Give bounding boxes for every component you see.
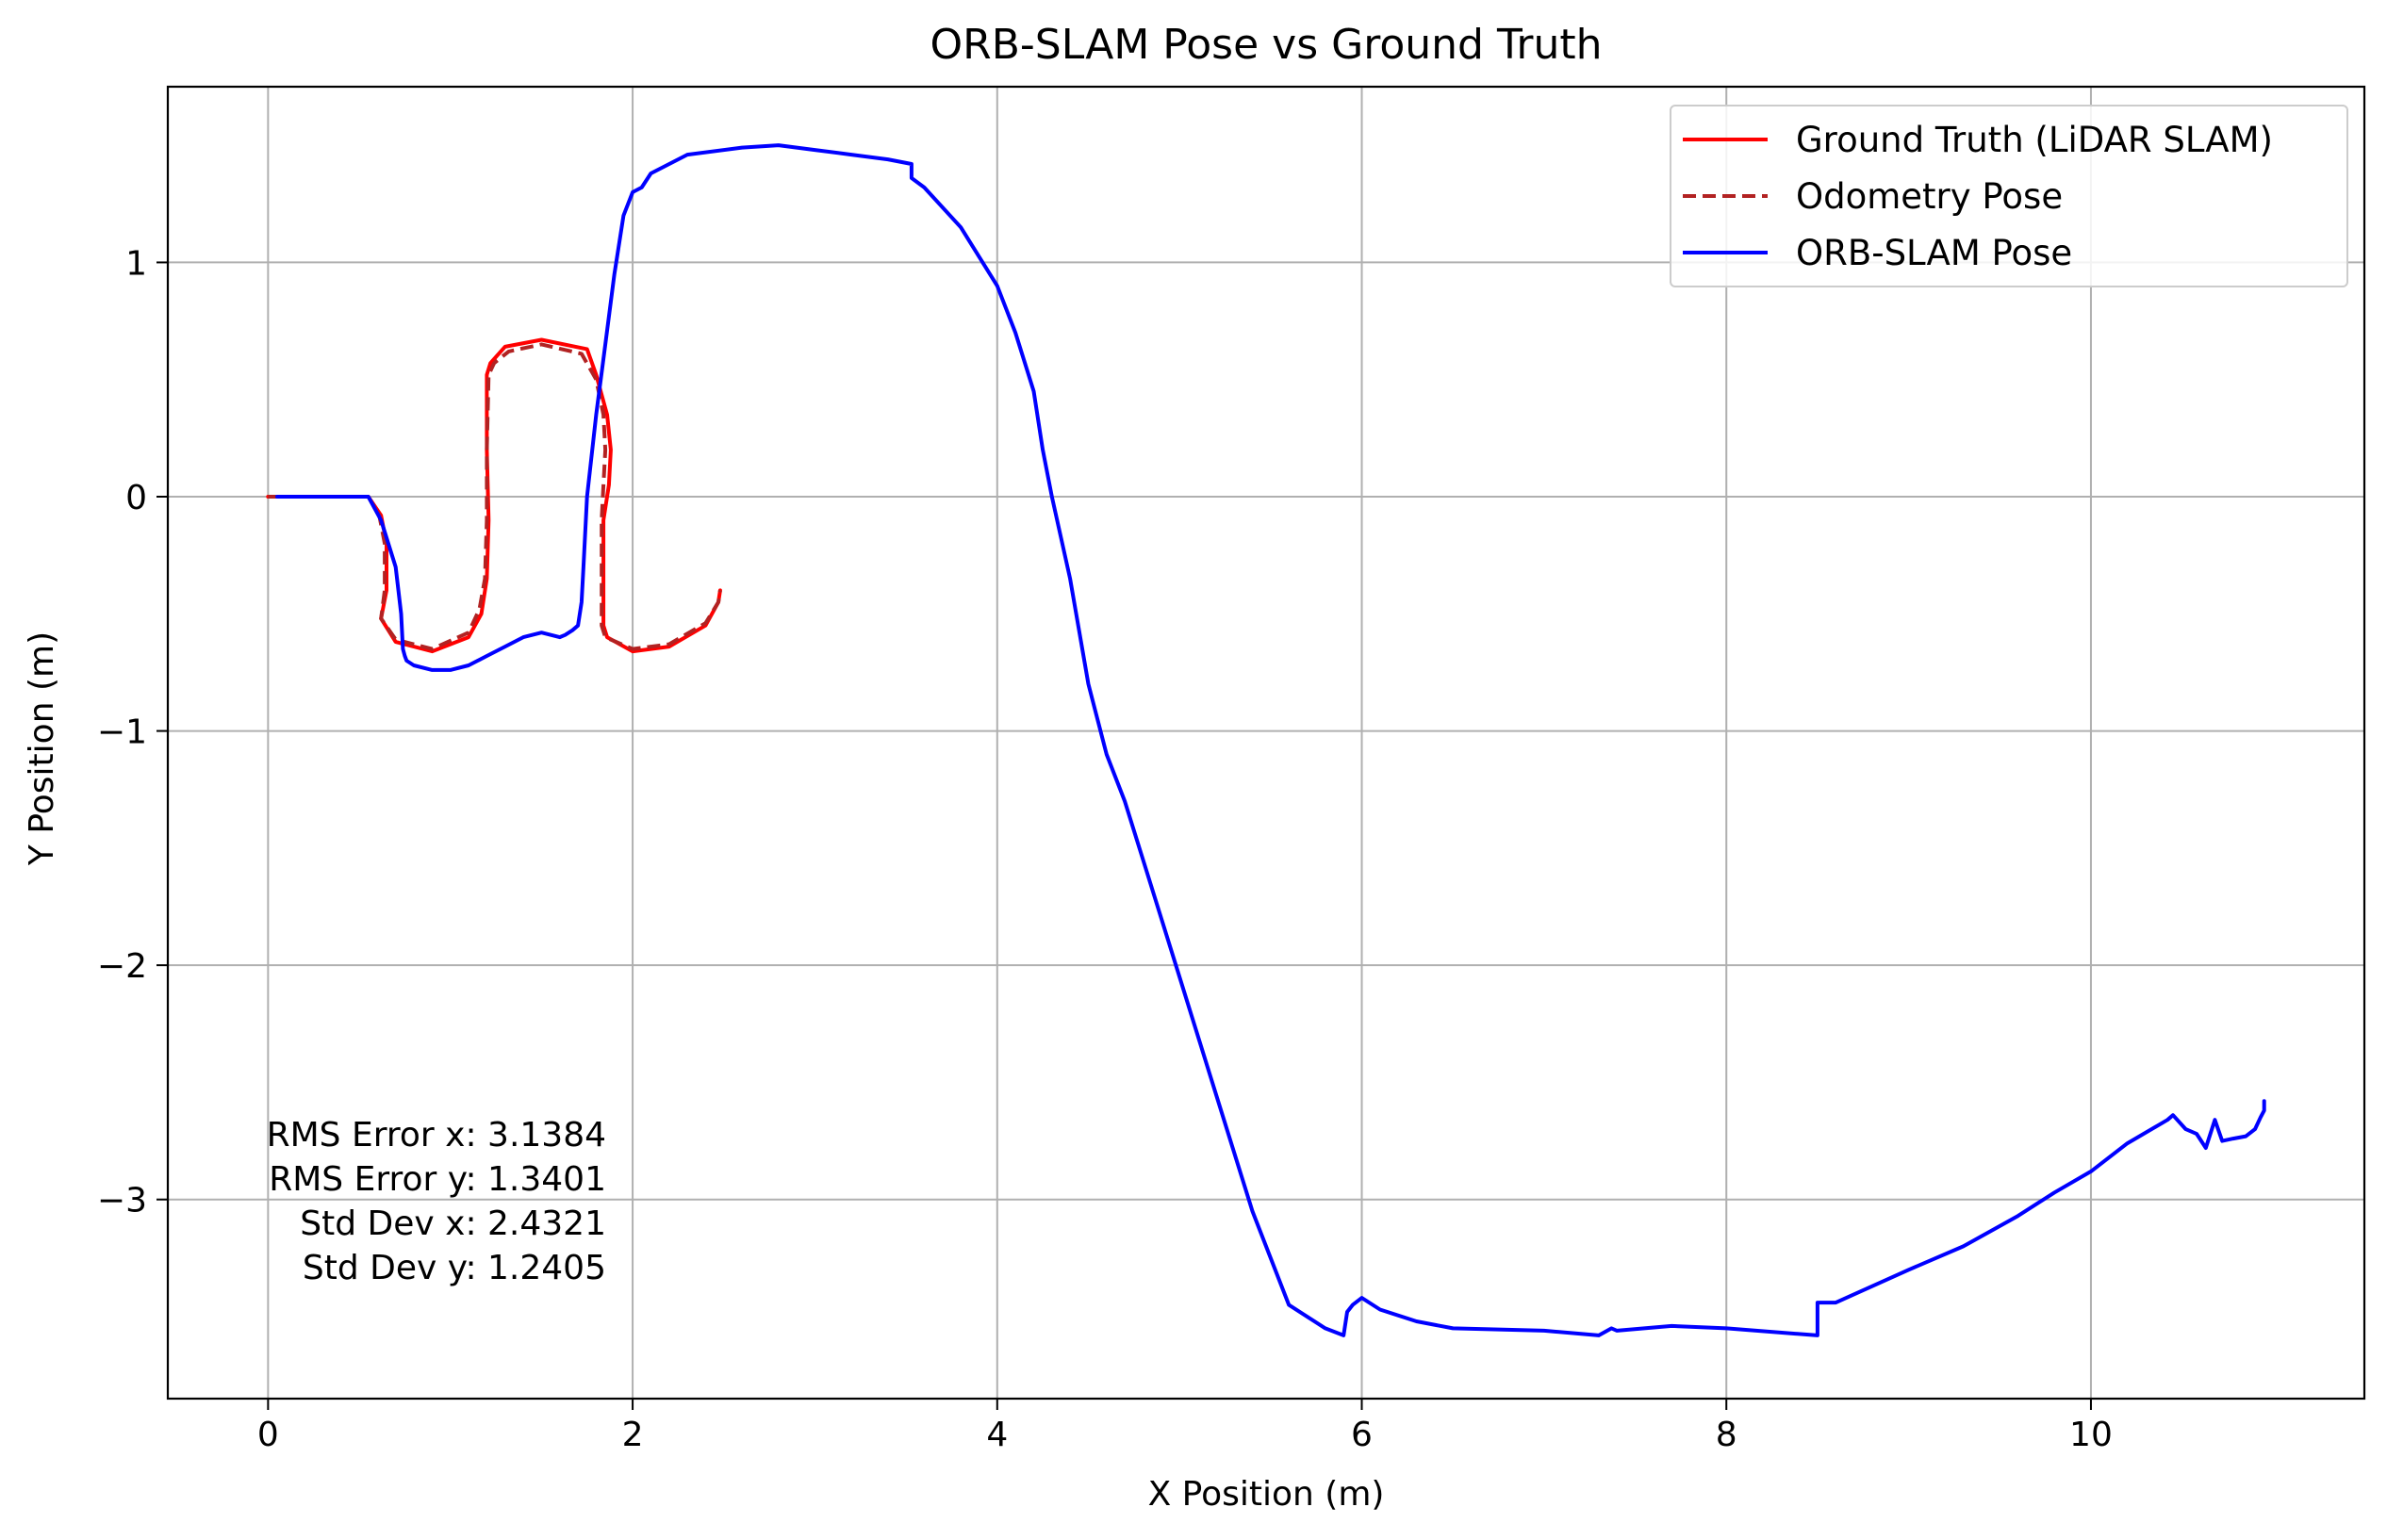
legend-label: Odometry Pose [1796, 176, 2063, 217]
stats-line: Std Dev y: 1.2405 [303, 1249, 606, 1287]
legend-label: Ground Truth (LiDAR SLAM) [1796, 120, 2273, 160]
x-tick-label: 2 [622, 1416, 644, 1454]
series-line-odometry-pose [268, 342, 722, 651]
stats-line: RMS Error y: 1.3401 [269, 1160, 606, 1199]
series-line-orb-slam-pose [275, 143, 2266, 1337]
stats-line: Std Dev x: 2.4321 [300, 1204, 606, 1243]
x-tick-label: 10 [2069, 1416, 2113, 1454]
x-tick-label: 8 [1716, 1416, 1737, 1454]
chart-title: ORB-SLAM Pose vs Ground Truth [930, 21, 1603, 69]
y-tick-label: 0 [125, 479, 147, 517]
y-tick-label: 1 [125, 244, 147, 283]
y-tick-label: −3 [97, 1182, 147, 1221]
stats-annotation: RMS Error x: 3.1384 RMS Error y: 1.3401 St… [267, 1116, 606, 1287]
x-axis-label: X Position (m) [1148, 1475, 1385, 1514]
stats-line: RMS Error x: 3.1384 [267, 1116, 606, 1155]
y-axis-label: Y Position (m) [23, 631, 61, 866]
x-tick-label: 4 [986, 1416, 1008, 1454]
axes-frame [166, 85, 2366, 1401]
x-tick-label: 6 [1351, 1416, 1373, 1454]
legend-label: ORB-SLAM Pose [1796, 233, 2072, 273]
legend-box [1670, 105, 2348, 287]
legend: Ground Truth (LiDAR SLAM) Odometry Pose OR… [1670, 105, 2348, 287]
y-tick-label: −1 [97, 713, 147, 752]
series-layer [266, 143, 2266, 1337]
x-tick-label: 0 [257, 1416, 279, 1454]
y-tick-label: −2 [97, 947, 147, 986]
